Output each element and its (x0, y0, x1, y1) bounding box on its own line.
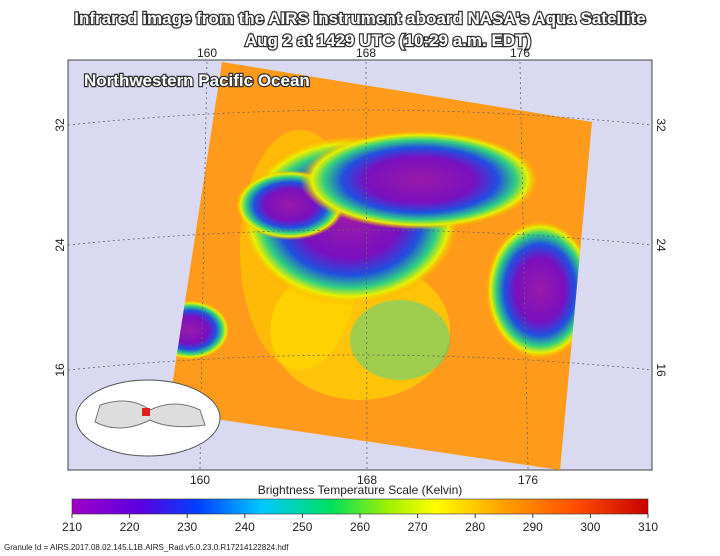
colorbar-tick-label: 210 (62, 520, 82, 534)
graticule (67, 61, 653, 471)
lon-label: 160 (197, 46, 217, 60)
colorbar-tick-label: 240 (235, 520, 255, 534)
colorbar-tick-label: 280 (465, 520, 485, 534)
inset-globe (75, 379, 221, 457)
cloud-tops (168, 130, 592, 400)
colorbar-tick-label: 310 (638, 520, 658, 534)
lat-label: 24 (654, 238, 668, 252)
lat-label: 16 (53, 363, 67, 377)
colorbar-title: Brightness Temperature Scale (Kelvin) (258, 483, 463, 497)
lon-label: 160 (190, 473, 210, 487)
colorbar-tick-label: 270 (408, 520, 428, 534)
lon-label: 168 (357, 473, 377, 487)
granule-id: Granule Id = AIRS.2017.08.02.145.L1B.AIR… (4, 543, 289, 552)
lat-label: 16 (654, 363, 668, 377)
lon-label: 176 (510, 46, 530, 60)
colorbar-tick-label: 300 (580, 520, 600, 534)
colorbar-tick-label: 250 (292, 520, 312, 534)
lat-label: 32 (53, 118, 67, 132)
lon-label: 176 (518, 473, 538, 487)
title-line: Aug 2 at 1429 UTC (10:29 a.m. EDT) (245, 31, 531, 50)
lat-label: 24 (53, 238, 67, 252)
region-label: Northwestern Pacific Ocean (84, 71, 310, 90)
colorbar-tick-label: 220 (120, 520, 140, 534)
lat-label: 32 (654, 118, 668, 132)
map-frame (67, 59, 653, 471)
colorbar (71, 498, 649, 515)
colorbar-tick-label: 260 (350, 520, 370, 534)
colorbar-tick-label: 230 (177, 520, 197, 534)
colorbar-tick-label: 290 (523, 520, 543, 534)
title-line: Infrared image from the AIRS instrument … (74, 9, 645, 28)
lon-label: 168 (356, 46, 376, 60)
